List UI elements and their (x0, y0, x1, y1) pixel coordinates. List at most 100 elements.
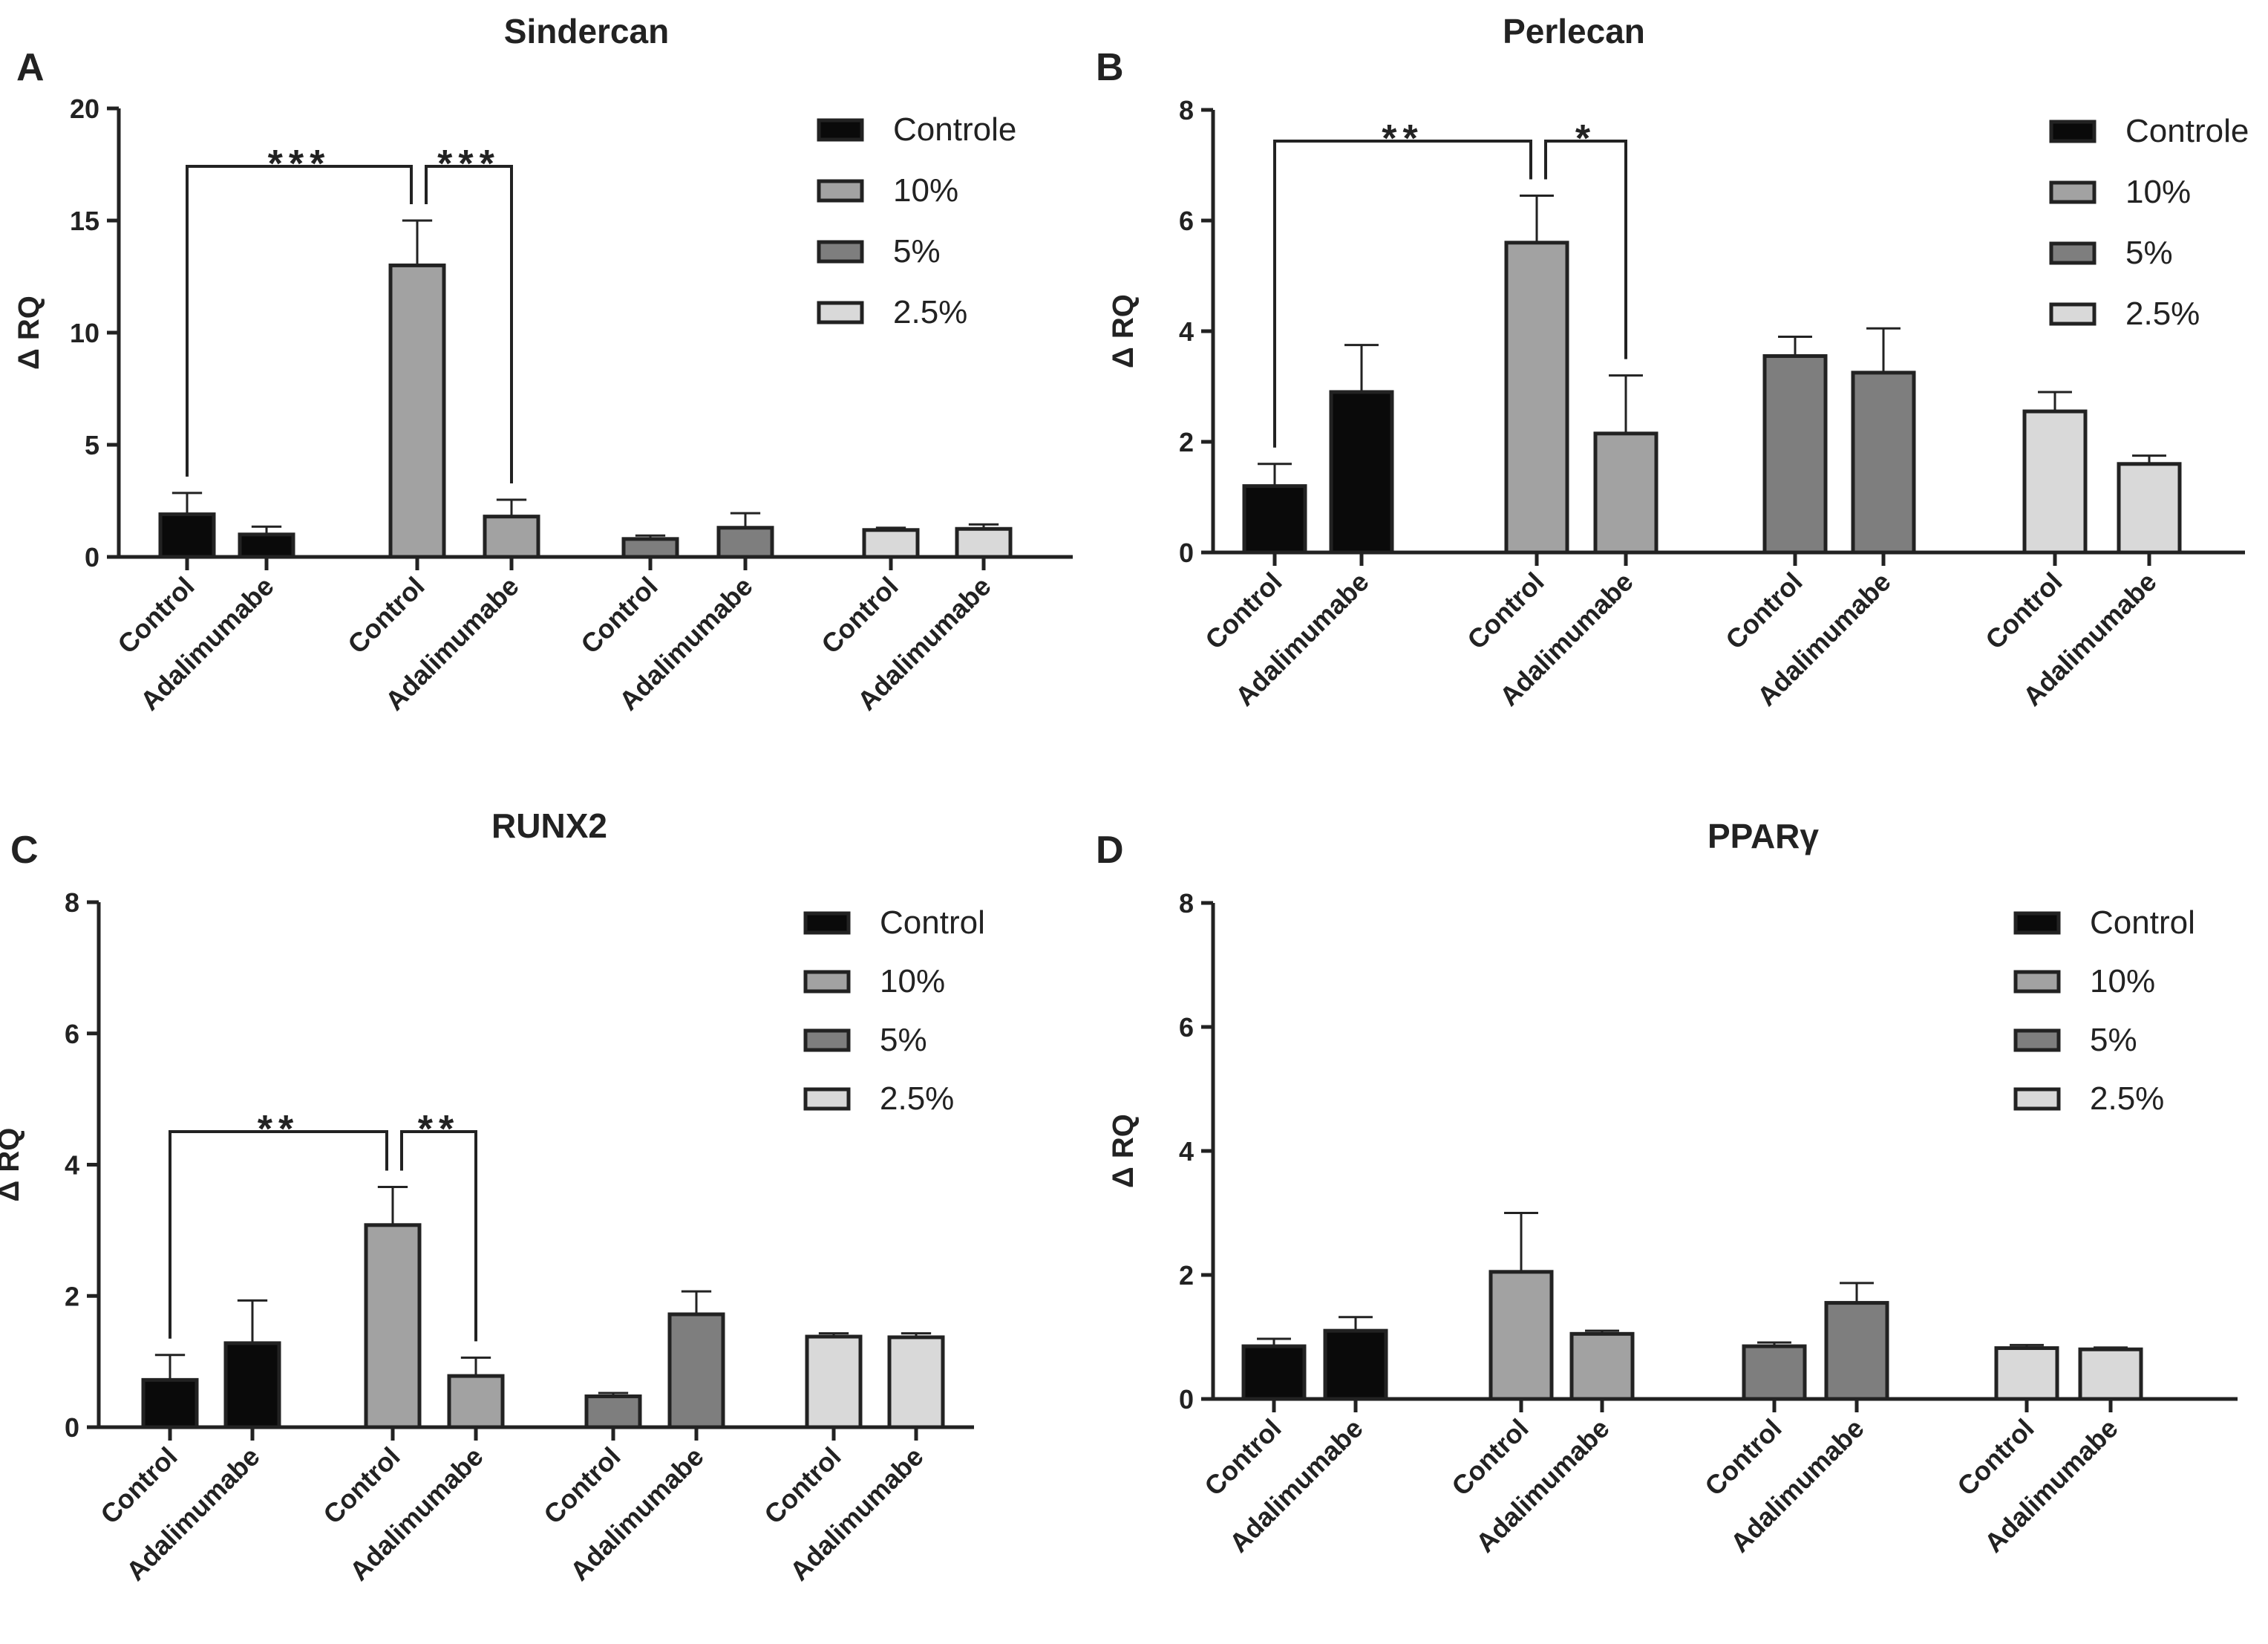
legend-swatch (2049, 120, 2097, 143)
legend-label: 2.5% (2125, 296, 2200, 332)
bar (1593, 431, 1658, 555)
legend-label: 5% (2125, 235, 2173, 271)
bar (1742, 1344, 1807, 1401)
significance-bracket (400, 1130, 477, 1342)
bar (2078, 1347, 2143, 1401)
panel-c: CRUNX2Δ RQ02468ControlAdalimumabeControl… (0, 806, 985, 1587)
legend-swatch (803, 970, 851, 994)
chart-title: PPARγ (1707, 817, 1819, 855)
legend-label: 10% (880, 963, 945, 999)
bar (1824, 1301, 1889, 1401)
legend-label: Controle (893, 111, 1016, 148)
bar (388, 263, 446, 559)
bar (223, 1341, 281, 1429)
x-category-label: Control (575, 571, 663, 659)
legend-swatch (2049, 241, 2097, 265)
bar (1504, 241, 1569, 555)
y-tick-label: 4 (1179, 316, 1194, 347)
bar (141, 1377, 199, 1429)
legend-swatch (2049, 180, 2097, 204)
panel-letter: D (1096, 829, 1124, 872)
y-axis-label: Δ RQ (1107, 294, 1140, 368)
chart-title: RUNX2 (491, 806, 607, 845)
y-tick-label: 15 (70, 206, 99, 236)
bar (158, 512, 216, 559)
legend-label: 2.5% (893, 294, 967, 330)
bar (1242, 484, 1307, 555)
legend-swatch (817, 301, 864, 324)
legend-label: 5% (2090, 1022, 2137, 1058)
significance-label: ** (258, 1108, 299, 1151)
bar (1323, 1328, 1388, 1401)
significance-bracket (1273, 140, 1532, 448)
panel-letter: B (1096, 46, 1124, 89)
legend-swatch (817, 118, 864, 142)
y-axis-label: Δ RQ (1107, 1114, 1140, 1188)
significance-bracket (425, 165, 513, 483)
significance-bracket (186, 165, 413, 477)
bar (887, 1335, 945, 1429)
bar (447, 1374, 505, 1429)
y-tick-label: 8 (65, 887, 79, 918)
y-tick-label: 0 (65, 1412, 79, 1443)
x-category-label: Control (1199, 567, 1287, 655)
y-tick-label: 5 (85, 430, 99, 460)
significance-bracket (169, 1130, 388, 1339)
y-tick-label: 6 (65, 1019, 79, 1049)
significance-bracket (1544, 140, 1627, 359)
y-axis-label: Δ RQ (13, 296, 45, 370)
bar (2117, 462, 2182, 555)
legend-swatch (2013, 970, 2061, 994)
y-tick-label: 0 (1179, 538, 1194, 568)
x-category-label: Control (815, 571, 903, 659)
bar (1329, 390, 1394, 555)
legend-swatch (817, 179, 864, 203)
bar (483, 515, 540, 559)
bar (862, 528, 920, 559)
legend-label: Control (880, 904, 985, 941)
bar (805, 1334, 863, 1429)
bar (667, 1312, 725, 1429)
y-tick-label: 2 (65, 1281, 79, 1311)
y-tick-label: 4 (65, 1150, 79, 1181)
legend-swatch (2049, 302, 2097, 326)
legend-swatch (803, 1087, 851, 1111)
y-tick-label: 4 (1179, 1136, 1194, 1167)
y-tick-label: 0 (1179, 1384, 1194, 1415)
legend-swatch (803, 911, 851, 935)
bar (2022, 409, 2088, 555)
y-tick-label: 8 (1179, 888, 1194, 919)
legend-label: 10% (2090, 963, 2155, 999)
y-tick-label: 6 (1179, 206, 1194, 236)
y-tick-label: 0 (85, 542, 99, 573)
bar (584, 1394, 642, 1429)
bar (955, 526, 1013, 559)
y-axis-label: Δ RQ (0, 1128, 25, 1202)
legend-label: 10% (893, 172, 958, 209)
chart-title: Sindercan (504, 12, 669, 50)
bar (1241, 1344, 1307, 1401)
legend-label: 10% (2125, 174, 2191, 210)
bar (1488, 1270, 1554, 1401)
chart-title: Perlecan (1503, 12, 1645, 50)
significance-label: * (1575, 117, 1596, 160)
legend-swatch (817, 240, 864, 264)
y-tick-label: 20 (70, 94, 99, 124)
x-category-label: Control (1979, 567, 2068, 655)
legend-label: Controle (2125, 113, 2249, 149)
y-tick-label: 2 (1179, 1260, 1194, 1291)
bar (238, 532, 295, 559)
panel-letter: A (16, 46, 45, 89)
y-tick-label: 2 (1179, 427, 1194, 457)
bar (1569, 1331, 1635, 1401)
legend-swatch (803, 1028, 851, 1052)
significance-label: ** (1382, 117, 1423, 160)
legend-label: 5% (893, 233, 941, 270)
x-category-label: Control (1461, 567, 1549, 655)
x-category-label: Control (1719, 567, 1808, 655)
y-tick-label: 10 (70, 318, 99, 348)
